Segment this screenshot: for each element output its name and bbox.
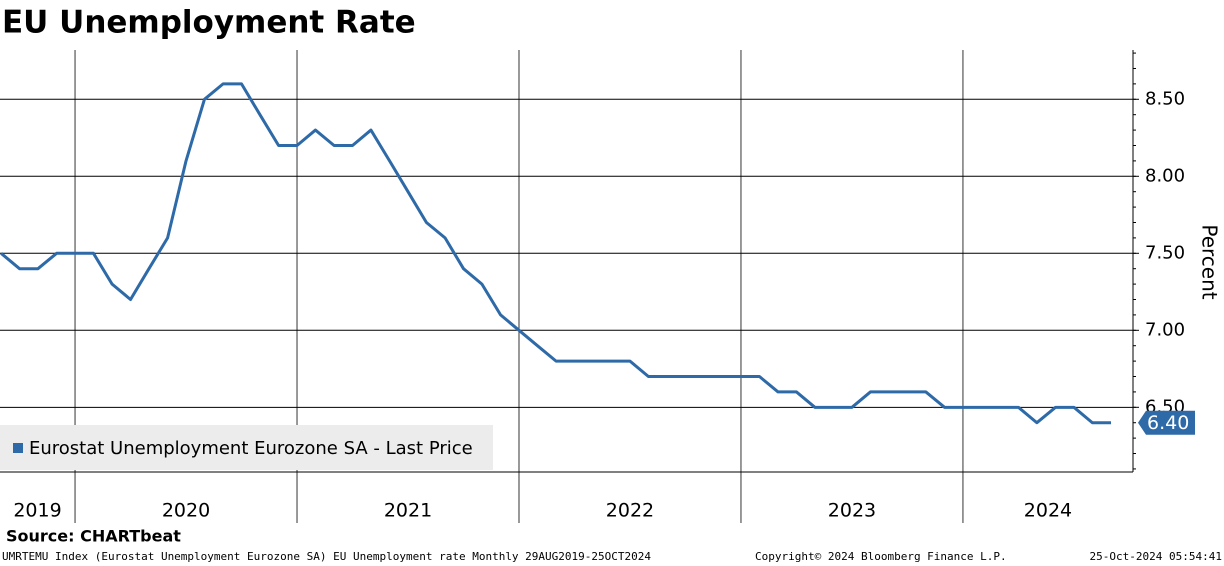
footer-text: 25-Oct-2024 05:54:41 (1090, 550, 1222, 563)
x-tick-label: 2020 (162, 500, 210, 522)
footer-text: Copyright© 2024 Bloomberg Finance L.P. (755, 550, 1007, 563)
x-tick-label: 2019 (13, 500, 61, 522)
source: Source: CHARTbeat (6, 527, 181, 546)
legend-swatch (13, 443, 23, 453)
y-tick-label: 8.50 (1145, 88, 1185, 109)
x-tick-label: 2023 (828, 500, 876, 522)
y-tick-label: 7.50 (1145, 242, 1185, 263)
x-tick-label: 2022 (606, 500, 654, 522)
last-value-badge (1138, 410, 1195, 435)
legend-label: Eurostat Unemployment Eurozone SA - Last… (29, 438, 473, 459)
y-tick-label: 8.00 (1145, 165, 1185, 186)
footer-text: UMRTEMU Index (Eurostat Unemployment Eur… (2, 550, 651, 563)
data-line (0, 82, 1112, 425)
x-tick-label: 2021 (384, 500, 432, 522)
y-axis-label: Percent (1198, 224, 1222, 299)
y-tick-label: 7.00 (1145, 319, 1185, 340)
chart-title: EU Unemployment Rate (2, 5, 416, 41)
x-tick-label: 2024 (1024, 500, 1072, 522)
last-value-label: 6.40 (1147, 412, 1189, 434)
legend-box (0, 425, 493, 470)
